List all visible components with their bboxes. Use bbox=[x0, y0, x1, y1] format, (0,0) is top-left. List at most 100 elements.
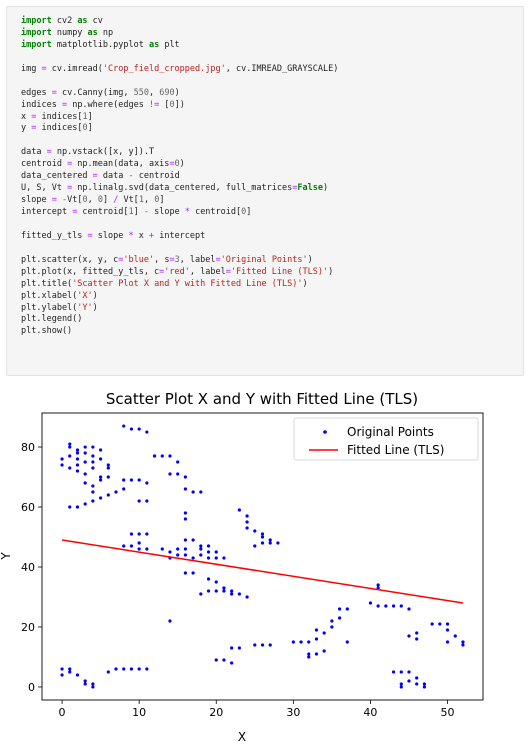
code-token: / bbox=[113, 195, 119, 206]
code-token: 'Scatter Plot X and Y with Fitted Line (… bbox=[72, 278, 303, 289]
scatter-point bbox=[176, 547, 180, 551]
scatter-point bbox=[399, 682, 403, 686]
code-token: , bbox=[143, 195, 155, 206]
scatter-point bbox=[191, 571, 195, 575]
scatter-point bbox=[145, 547, 149, 551]
code-token: ] bbox=[87, 123, 93, 134]
scatter-point bbox=[314, 637, 319, 641]
code-token: False bbox=[297, 183, 323, 194]
scatter-point bbox=[230, 589, 234, 593]
scatter-point bbox=[68, 442, 72, 446]
scatter-chart: Scatter Plot X and Y with Fitted Line (T… bbox=[0, 390, 484, 744]
code-token: plt.scatter(x, y, c bbox=[21, 254, 119, 265]
code-token: plt.legend() bbox=[21, 314, 83, 325]
code-token: - bbox=[143, 207, 149, 217]
scatter-point bbox=[129, 544, 134, 548]
code-token: ] bbox=[246, 207, 252, 217]
scatter-point bbox=[145, 532, 149, 536]
scatter-point bbox=[307, 655, 311, 659]
code-token: ] bbox=[87, 111, 93, 122]
scatter-point bbox=[168, 454, 172, 458]
scatter-point bbox=[214, 589, 218, 593]
scatter-point bbox=[75, 448, 80, 452]
code-token: 'Crop_field_cropped.jpg' bbox=[102, 63, 226, 74]
code-token: 'blue' bbox=[123, 254, 155, 265]
y-axis-label: Y bbox=[0, 552, 13, 561]
code-token: * bbox=[184, 207, 190, 217]
code-token: = bbox=[46, 147, 52, 158]
scatter-point bbox=[376, 583, 380, 587]
code-token: - bbox=[128, 171, 134, 182]
code-token: centroid[ bbox=[77, 207, 129, 217]
scatter-point bbox=[176, 472, 180, 476]
code-token: intercept bbox=[154, 230, 206, 241]
scatter-point bbox=[191, 538, 195, 542]
scatter-point bbox=[114, 667, 118, 671]
scatter-point bbox=[453, 634, 457, 638]
scatter-point bbox=[307, 640, 311, 644]
scatter-point bbox=[168, 619, 172, 623]
scatter-point bbox=[268, 541, 272, 545]
code-line: data = np.vstack([x, y]).T bbox=[21, 147, 338, 159]
code-token: cv.imread( bbox=[46, 63, 103, 74]
scatter-point bbox=[98, 457, 103, 461]
code-line: plt.xlabel('X') bbox=[21, 291, 338, 303]
scatter-point bbox=[245, 595, 249, 599]
code-token: ) bbox=[307, 254, 313, 265]
scatter-point bbox=[237, 592, 241, 596]
scatter-point bbox=[330, 619, 334, 623]
scatter-point bbox=[206, 544, 211, 548]
scatter-point bbox=[145, 481, 149, 485]
scatter-point bbox=[106, 466, 110, 470]
code-line: import matplotlib.pyplot as plt bbox=[21, 40, 338, 52]
code-token: = bbox=[169, 254, 175, 265]
scatter-point bbox=[75, 469, 80, 473]
scatter-point bbox=[183, 538, 188, 542]
code-token: import bbox=[21, 27, 52, 38]
x-tick-label: 20 bbox=[209, 706, 223, 719]
code-token: numpy bbox=[51, 27, 88, 38]
scatter-point bbox=[122, 478, 126, 482]
scatter-point bbox=[206, 556, 211, 560]
scatter-point bbox=[75, 505, 80, 509]
scatter-point bbox=[322, 649, 326, 653]
code-token: 'red' bbox=[164, 266, 190, 277]
code-cell[interactable]: import cv2 as cv import numpy as np import… bbox=[6, 6, 524, 376]
scatter-point bbox=[98, 478, 103, 482]
scatter-point bbox=[415, 637, 419, 641]
code-token: 0 bbox=[169, 99, 175, 110]
code-line: indices = np.where(edges != [0]) bbox=[21, 100, 338, 112]
code-token: + bbox=[148, 230, 155, 241]
code-token: = bbox=[92, 171, 98, 182]
code-token: = bbox=[292, 183, 298, 194]
scatter-point bbox=[461, 640, 465, 644]
scatter-point bbox=[237, 646, 241, 650]
scatter-point bbox=[222, 658, 226, 662]
code-block[interactable]: import cv2 as cv import numpy as np import… bbox=[21, 16, 338, 338]
scatter-point bbox=[68, 466, 72, 470]
cell-output: Scatter Plot X and Y with Fitted Line (T… bbox=[0, 380, 530, 746]
scatter-point bbox=[91, 484, 95, 488]
code-token: , label bbox=[189, 266, 226, 277]
x-tick-label: 40 bbox=[363, 706, 377, 719]
scatter-point bbox=[91, 499, 95, 503]
scatter-point bbox=[137, 667, 141, 671]
code-token: U, S, Vt bbox=[21, 183, 68, 194]
code-token: - bbox=[61, 195, 68, 206]
scatter-point bbox=[199, 547, 203, 551]
y-tick-label: 60 bbox=[21, 501, 35, 514]
code-line: import cv2 as cv bbox=[21, 16, 338, 28]
scatter-point bbox=[91, 685, 95, 689]
code-token: = bbox=[225, 266, 231, 277]
scatter-point bbox=[253, 643, 257, 647]
scatter-point bbox=[183, 511, 188, 515]
code-token: np bbox=[97, 27, 114, 38]
scatter-point bbox=[83, 445, 87, 449]
code-line: plt.ylabel('Y') bbox=[21, 303, 338, 315]
code-token: slope bbox=[92, 230, 129, 241]
axis-ticks: 0 10 20 30 40 50 0 20 40 60 80 bbox=[21, 441, 455, 719]
scatter-point bbox=[445, 622, 450, 626]
code-line: plt.scatter(x, y, c='blue', s=3, label='… bbox=[21, 255, 338, 267]
code-token: plt.title( bbox=[21, 278, 73, 289]
code-token: = bbox=[61, 99, 68, 110]
